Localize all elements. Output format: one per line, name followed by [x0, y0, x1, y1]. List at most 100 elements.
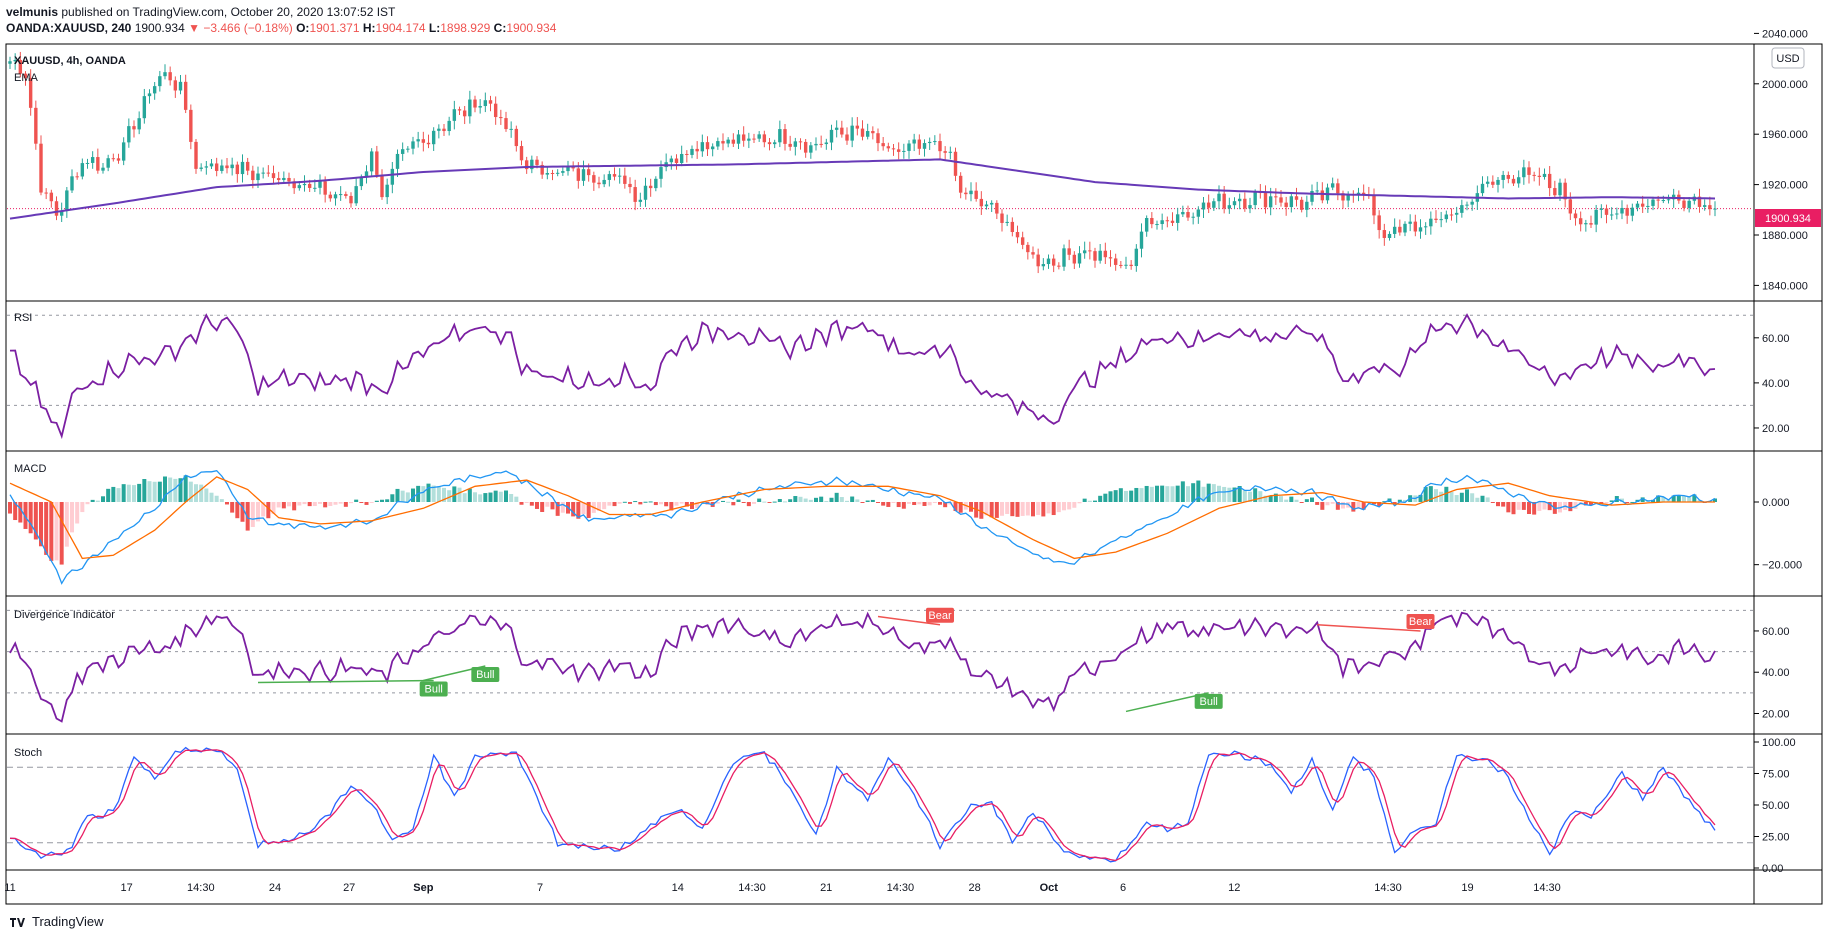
candle-body	[333, 194, 338, 199]
macd-histogram-bar	[364, 502, 369, 505]
macd-histogram-bar	[1397, 499, 1402, 502]
macd-histogram-bar	[1015, 502, 1020, 517]
candle-body	[705, 142, 710, 150]
main-price-pane[interactable]: 2040.000 2000.000 1960.000 1920.000 1880.000…	[7, 28, 1808, 292]
macd-histogram-bar	[938, 502, 942, 505]
candle-body	[8, 61, 12, 64]
divergence-pane[interactable]: 60.00 40.00 20.00 Bull Bull Bear Bear Bull	[7, 607, 1790, 723]
macd-histogram-bar	[1713, 498, 1717, 502]
macd-histogram-bar	[400, 490, 405, 502]
macd-histogram-bar	[473, 492, 477, 502]
time-tick-label: 14:30	[187, 882, 215, 894]
candle-body	[261, 172, 265, 174]
macd-histogram-bar	[380, 499, 384, 502]
macd-histogram-bar	[1253, 488, 1258, 502]
rsi-pane[interactable]: 60.00 40.00 20.00	[7, 313, 1790, 440]
macd-histogram-bar	[39, 502, 43, 547]
candle-body	[54, 201, 59, 216]
macd-histogram-bar	[1299, 502, 1304, 503]
candle-body	[669, 158, 674, 163]
candle-body	[375, 151, 379, 175]
candle-body	[1201, 202, 1206, 210]
macd-histogram-bar	[457, 487, 462, 502]
macd-histogram-bar	[106, 488, 111, 502]
macd-histogram-bar	[442, 487, 446, 502]
price-tick-label: 1920.000	[1762, 180, 1808, 192]
candle-body	[354, 186, 358, 204]
candle-body	[927, 141, 932, 144]
macd-histogram-bar	[896, 502, 901, 508]
candle-body	[1480, 183, 1485, 194]
macd-histogram-bar	[343, 502, 348, 507]
macd-histogram-bar	[1527, 502, 1531, 515]
candle-body	[1289, 196, 1294, 208]
candle-body	[1279, 197, 1283, 203]
candle-body	[447, 120, 451, 132]
macd-histogram-bar	[695, 502, 700, 509]
macd-histogram-bar	[1098, 495, 1103, 502]
candle-body	[121, 142, 126, 161]
macd-histogram-bar	[638, 502, 643, 505]
macd-histogram-bar	[860, 502, 865, 503]
macd-histogram-bar	[979, 502, 984, 519]
candle-body	[493, 103, 498, 118]
currency-button[interactable]	[1771, 47, 1805, 69]
macd-histogram-bar	[235, 502, 240, 519]
macd-histogram-bar	[1392, 502, 1397, 504]
candle-body	[152, 86, 157, 94]
candle-body	[1031, 252, 1035, 255]
candle-body	[1449, 214, 1454, 216]
candle-body	[1119, 264, 1123, 266]
candle-body	[1082, 250, 1087, 254]
candle-body	[34, 107, 38, 144]
div-tick-label: 40.00	[1762, 667, 1790, 679]
candle-body	[1403, 223, 1407, 233]
candle-body	[23, 73, 28, 78]
divergence-label: Divergence Indicator	[14, 609, 115, 621]
macd-histogram-bar	[1129, 490, 1134, 502]
candle-body	[1232, 201, 1237, 206]
macd-histogram-bar	[1506, 502, 1511, 513]
macd-histogram-bar	[1335, 502, 1340, 510]
author-name[interactable]: velmunis	[6, 5, 59, 19]
publisher-line: velmunis published on TradingView.com, O…	[6, 5, 395, 19]
candle-body	[1578, 218, 1583, 225]
macd-histogram-bar	[452, 486, 457, 502]
candle-body	[1372, 194, 1376, 216]
candle-body	[390, 168, 395, 185]
candle-body	[1248, 205, 1252, 209]
candle-body	[75, 176, 79, 178]
candle-body	[1584, 223, 1588, 225]
tradingview-brand[interactable]: TradingView	[10, 914, 104, 929]
time-axis[interactable]: 11 17 14:30 24 27 Sep 7 14 14:30 21 14:30 28 Oct 6 12 1…	[4, 882, 1560, 894]
macd-histogram-bar	[493, 490, 498, 502]
macd-histogram-bar	[33, 502, 38, 540]
candle-body	[1305, 201, 1309, 210]
candle-body	[886, 146, 891, 149]
macd-histogram-bar	[1599, 502, 1604, 504]
macd-histogram-bar	[385, 499, 390, 502]
candle-body	[592, 175, 596, 183]
last-price-tag	[1755, 209, 1821, 227]
macd-histogram-bar	[1160, 485, 1165, 502]
candle-body	[266, 172, 271, 174]
candle-body	[969, 190, 973, 195]
macd-histogram-bar	[1573, 502, 1578, 509]
macd-histogram-bar	[23, 502, 28, 529]
stoch-pane[interactable]: 100.00 75.00 50.00 25.00 0.00	[7, 737, 1796, 875]
candle-body	[685, 153, 689, 155]
candle-body	[199, 167, 203, 169]
candle-body	[700, 142, 705, 152]
time-tick-label: 14	[672, 882, 684, 894]
candle-body	[1485, 181, 1490, 184]
candle-body	[834, 127, 839, 130]
macd-histogram-bar	[266, 502, 271, 519]
candle-body	[318, 181, 322, 188]
macd-pane[interactable]: 0.000 −20.000	[8, 469, 1802, 585]
candle-body	[39, 143, 43, 193]
macd-histogram-bar	[116, 488, 121, 502]
candle-body	[1108, 257, 1113, 259]
candle-body	[1630, 207, 1635, 216]
candle-body	[1000, 213, 1004, 223]
